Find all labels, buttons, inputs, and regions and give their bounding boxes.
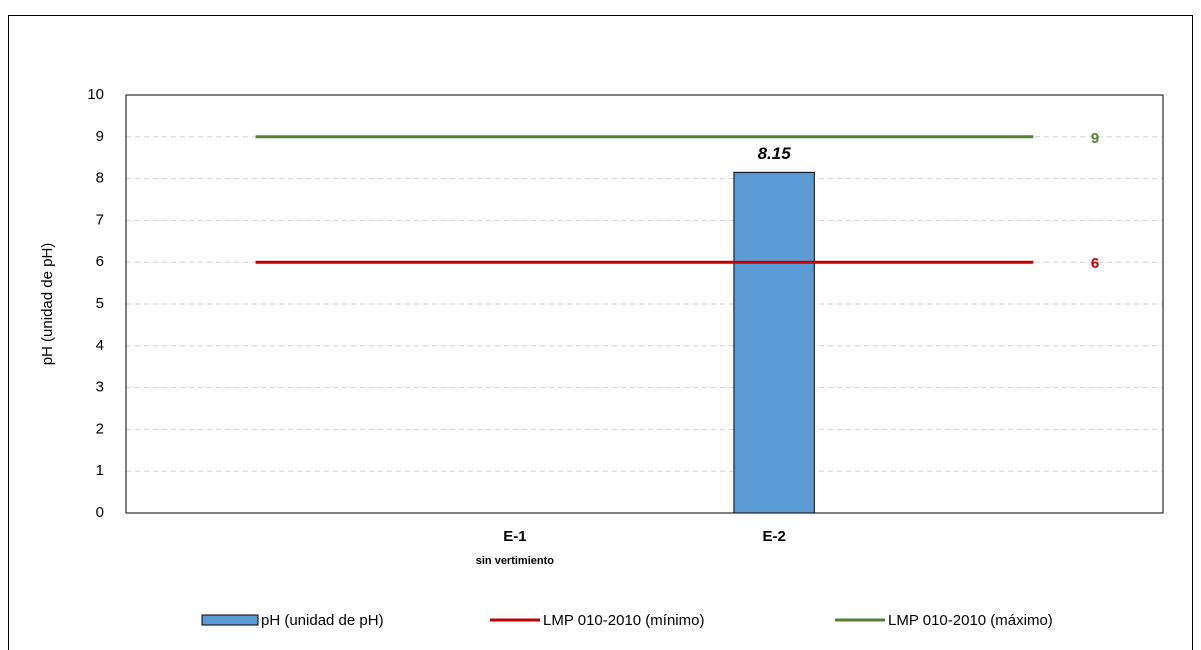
y-tick-label: 8 — [96, 170, 104, 187]
legend-swatch — [201, 614, 259, 626]
y-tick-label: 1 — [96, 462, 104, 479]
x-tick-sublabel: sin vertimiento — [476, 555, 555, 567]
y-tick-label: 2 — [96, 420, 104, 437]
y-tick-label: 5 — [96, 295, 104, 312]
y-tick-label: 9 — [96, 128, 104, 145]
x-tick-label: E-1 — [503, 528, 526, 545]
legend-label: pH (unidad de pH) — [261, 612, 384, 629]
data-label: 6 — [1091, 255, 1099, 272]
data-label: 8.15 — [758, 144, 792, 163]
y-tick-label: 6 — [96, 253, 104, 270]
y-tick-label: 4 — [96, 337, 104, 354]
y-tick-label: 7 — [96, 211, 104, 228]
y-tick-label: 3 — [96, 379, 104, 396]
y-tick-label: 10 — [87, 86, 104, 103]
legend-label: LMP 010-2010 (mínimo) — [543, 612, 704, 629]
chart-border — [8, 15, 1193, 650]
x-tick-label: E-2 — [762, 528, 785, 545]
data-label: 9 — [1091, 130, 1099, 147]
bar — [733, 171, 815, 514]
y-axis-title: pH (unidad de pH) — [39, 243, 56, 366]
legend-label: LMP 010-2010 (máximo) — [888, 612, 1053, 629]
plot-border — [125, 94, 1164, 514]
y-tick-label: 0 — [96, 504, 104, 521]
